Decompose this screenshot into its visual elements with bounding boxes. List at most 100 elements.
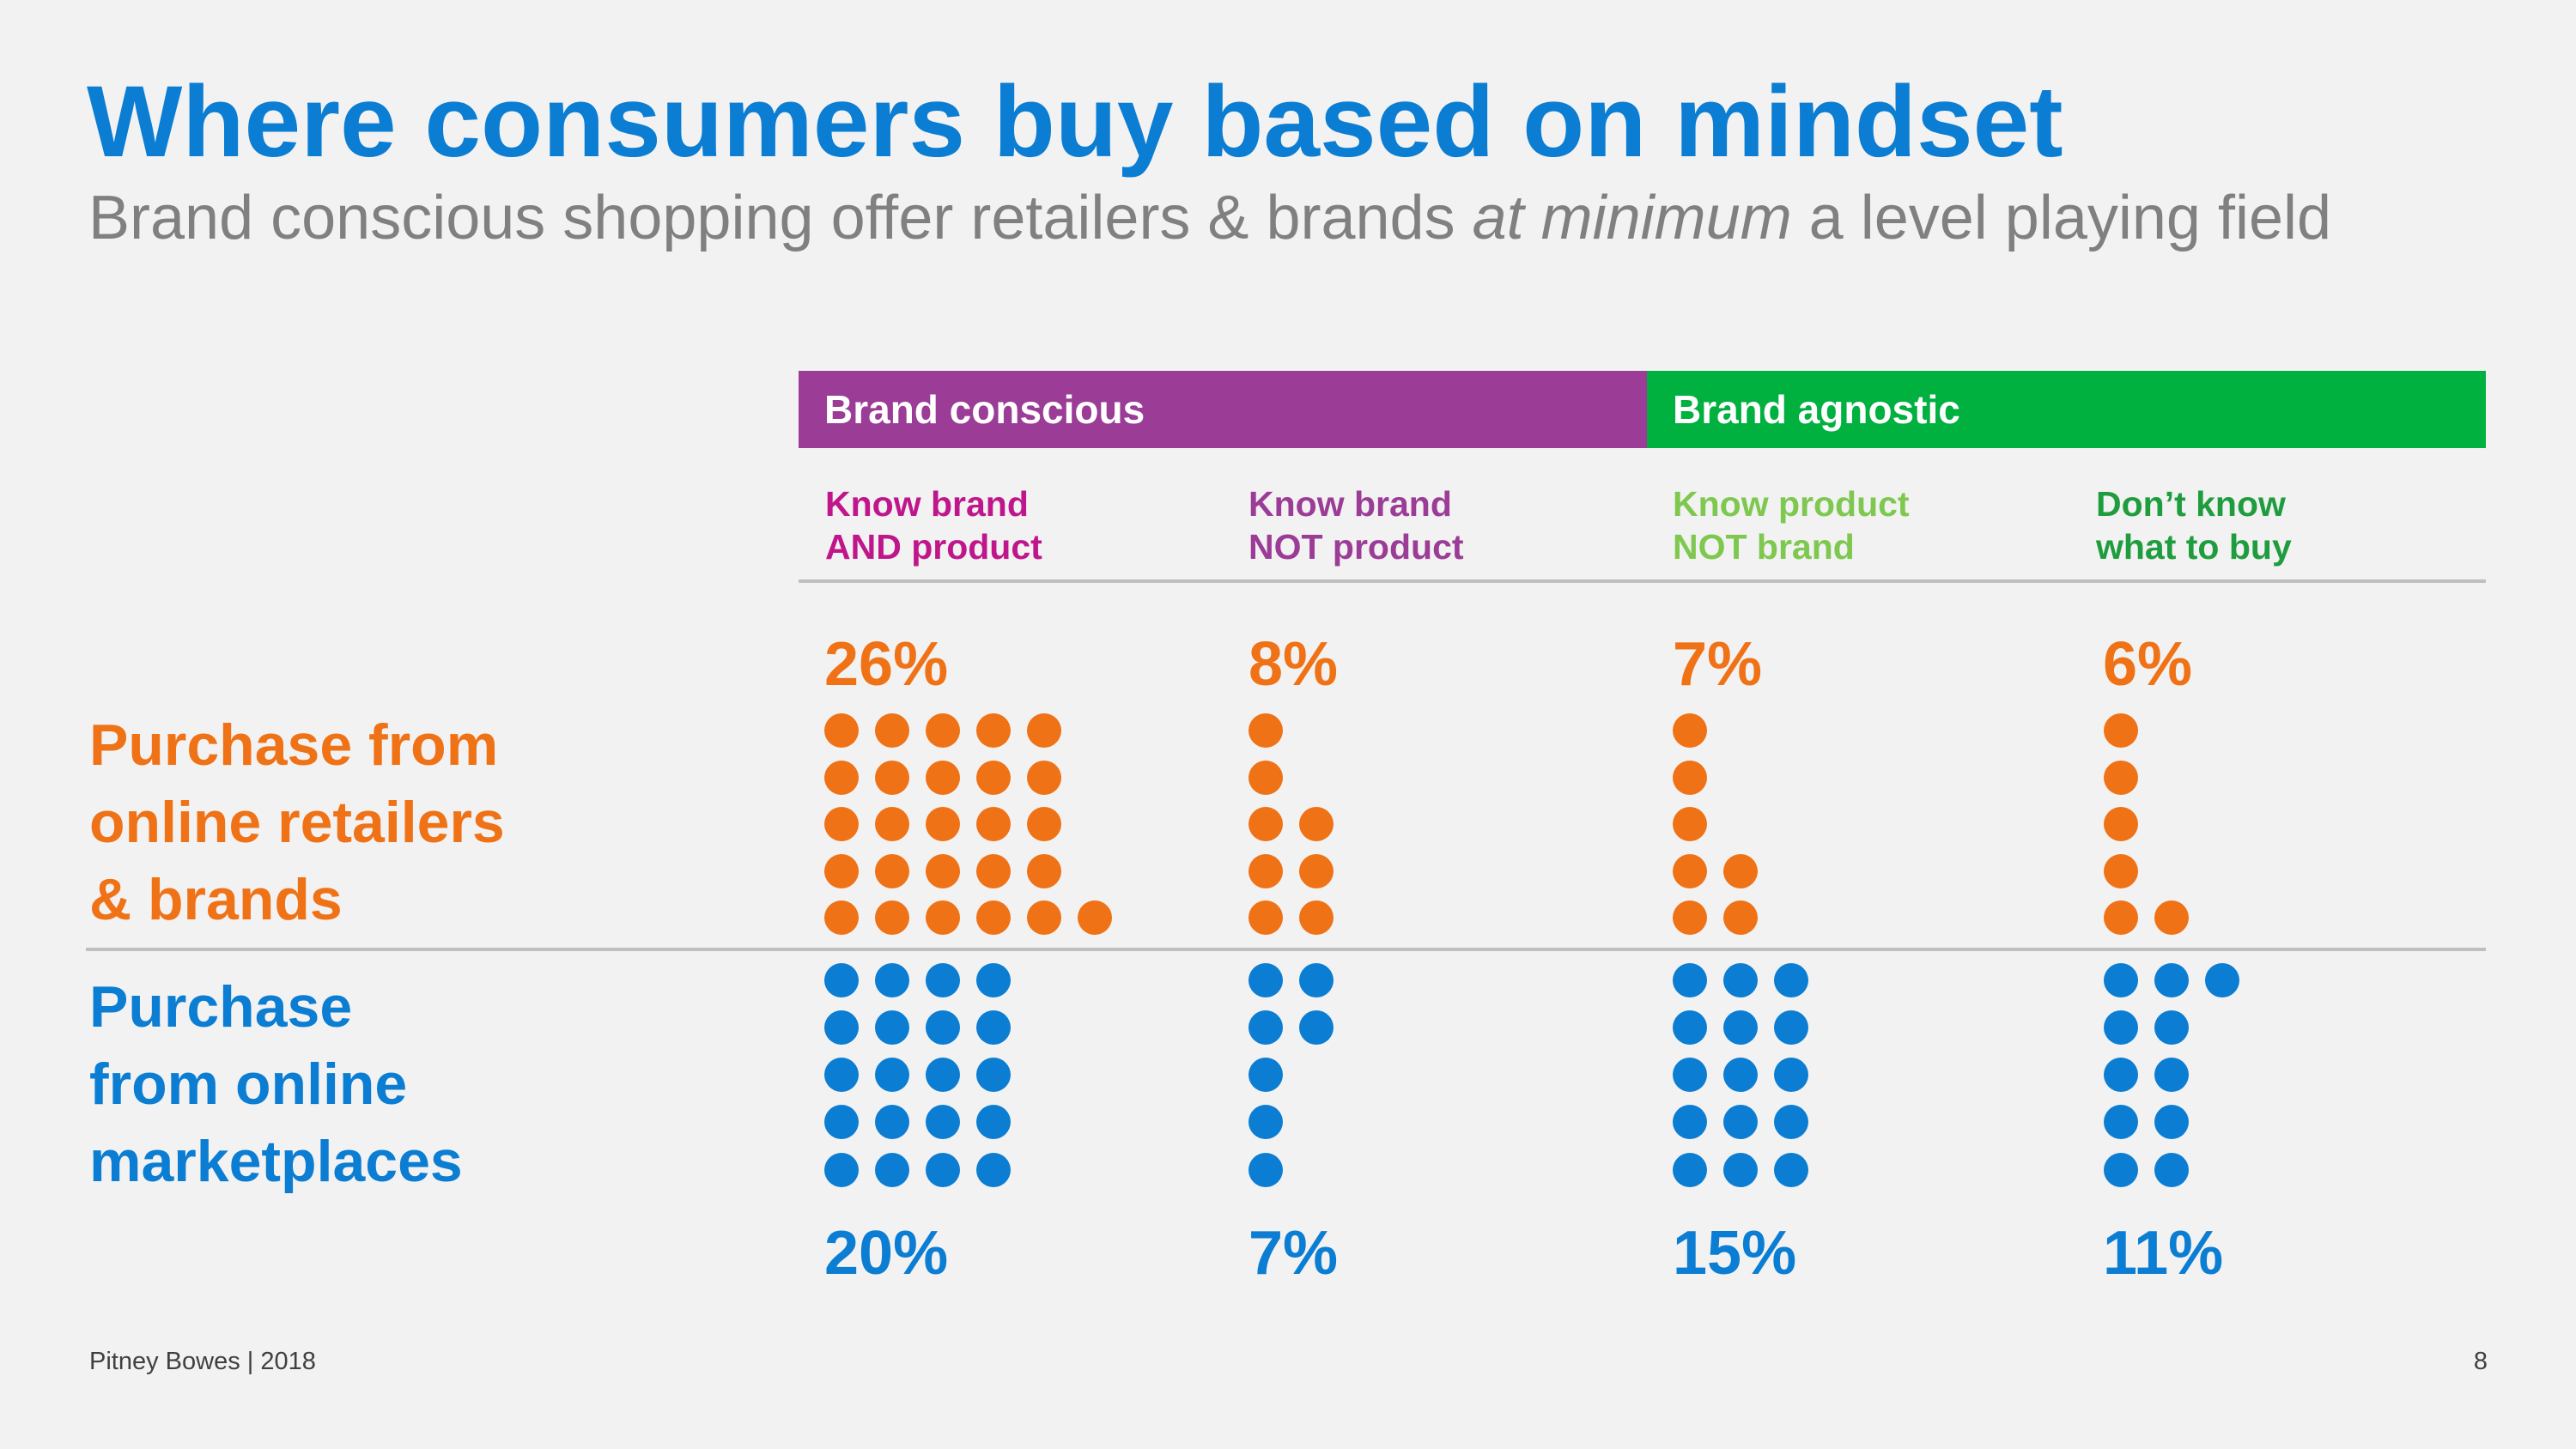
marketplaces-dot xyxy=(1774,1153,1808,1187)
marketplaces-dot xyxy=(926,1153,960,1187)
retailers-dot xyxy=(1299,854,1334,888)
marketplaces-dot xyxy=(2154,1010,2189,1045)
retailers-dot xyxy=(1299,900,1334,935)
retailers-dot xyxy=(875,761,909,795)
retailers-dot xyxy=(2104,900,2138,935)
segment-line: NOT brand xyxy=(1673,527,1855,567)
marketplaces-dot xyxy=(1673,1010,1707,1045)
marketplaces-dot xyxy=(875,1010,909,1045)
marketplaces-dot xyxy=(976,1153,1011,1187)
marketplaces-dot xyxy=(824,963,859,997)
retailers-dot xyxy=(875,713,909,748)
marketplaces-dot xyxy=(1673,1058,1707,1092)
retailers-dot xyxy=(2104,713,2138,748)
retailers-dot xyxy=(875,854,909,888)
retailers-dot xyxy=(1027,713,1061,748)
marketplaces-dot xyxy=(2154,963,2189,997)
row-label-line: Purchase xyxy=(89,974,353,1040)
page-subtitle: Brand conscious shopping offer retailers… xyxy=(88,183,2331,254)
marketplaces-dot xyxy=(1774,1010,1808,1045)
marketplaces-dot xyxy=(926,1105,960,1139)
row-label-line: online retailers xyxy=(89,790,505,855)
retailers-know-product-not-brand-value: 7% xyxy=(1673,630,1763,699)
marketplaces-dot xyxy=(2154,1105,2189,1139)
retailers-dot xyxy=(875,807,909,841)
marketplaces-dot xyxy=(2205,963,2239,997)
marketplaces-dot xyxy=(875,1105,909,1139)
retailers-dot xyxy=(926,900,960,935)
retailers-dot xyxy=(976,807,1011,841)
marketplaces-dot xyxy=(1673,963,1707,997)
marketplaces-dot xyxy=(1249,963,1283,997)
retailers-dot xyxy=(926,854,960,888)
marketplaces-dot xyxy=(1249,1105,1283,1139)
marketplaces-dot xyxy=(875,1058,909,1092)
marketplaces-dot xyxy=(1723,1010,1758,1045)
marketplaces-dot xyxy=(1723,1105,1758,1139)
row-label-line: marketplaces xyxy=(89,1129,463,1194)
marketplaces-know-brand-not-product-value: 7% xyxy=(1249,1219,1339,1288)
retailers-dot xyxy=(824,854,859,888)
segment-line: NOT product xyxy=(1249,527,1464,567)
marketplaces-dot xyxy=(1249,1153,1283,1187)
marketplaces-dot xyxy=(2154,1058,2189,1092)
marketplaces-dot xyxy=(976,1105,1011,1139)
retailers-dot xyxy=(1723,900,1758,935)
retailers-dot xyxy=(2104,807,2138,841)
marketplaces-dont-know-value: 11% xyxy=(2103,1219,2224,1288)
retailers-dot xyxy=(824,761,859,795)
retailers-know-brand-and-product-value: 26% xyxy=(824,630,949,699)
marketplaces-dot xyxy=(1774,1105,1808,1139)
row-label-line: & brands xyxy=(89,867,343,932)
group-brand-agnostic: Brand agnostic xyxy=(1647,371,2486,448)
retailers-dot xyxy=(926,713,960,748)
marketplaces-dot xyxy=(1673,1153,1707,1187)
retailers-dot xyxy=(1673,761,1707,795)
retailers-dot xyxy=(976,854,1011,888)
marketplaces-dot xyxy=(1723,1058,1758,1092)
segment-line: Know brand xyxy=(1249,484,1452,524)
marketplaces-dot xyxy=(2104,1105,2138,1139)
marketplaces-dot xyxy=(1774,963,1808,997)
subtitle-text-end: a level playing field xyxy=(1791,184,2332,252)
row-label-line: Purchase from xyxy=(89,712,499,778)
retailers-dot xyxy=(1249,854,1283,888)
subtitle-text: Brand conscious shopping offer retailers… xyxy=(88,184,1473,252)
retailers-dot xyxy=(824,713,859,748)
marketplaces-dot xyxy=(824,1153,859,1187)
segment-line: AND product xyxy=(825,527,1042,567)
marketplaces-dot xyxy=(2104,963,2138,997)
retailers-dot xyxy=(1249,900,1283,935)
retailers-dot xyxy=(1673,807,1707,841)
marketplaces-dot xyxy=(1774,1058,1808,1092)
marketplaces-dot xyxy=(824,1058,859,1092)
retailers-know-brand-not-product-value: 8% xyxy=(1249,630,1339,699)
marketplaces-dot xyxy=(2154,1153,2189,1187)
retailers-dot xyxy=(1027,807,1061,841)
footer-source: Pitney Bowes | 2018 xyxy=(89,1348,316,1375)
retailers-dot xyxy=(824,807,859,841)
marketplaces-dot xyxy=(2104,1010,2138,1045)
marketplaces-dot xyxy=(976,1010,1011,1045)
retailers-dot xyxy=(1027,854,1061,888)
retailers-dot xyxy=(1027,761,1061,795)
retailers-dot xyxy=(1027,900,1061,935)
header-divider xyxy=(799,579,2486,583)
retailers-dot xyxy=(1673,900,1707,935)
segment-line: Know brand xyxy=(825,484,1029,524)
retailers-dot xyxy=(1249,713,1283,748)
marketplaces-dot xyxy=(1299,963,1334,997)
marketplaces-dot xyxy=(2104,1058,2138,1092)
retailers-dot xyxy=(1249,807,1283,841)
group-brand-conscious: Brand conscious xyxy=(799,371,1647,448)
marketplaces-dot xyxy=(926,963,960,997)
marketplaces-know-brand-and-product-value: 20% xyxy=(824,1219,949,1288)
marketplaces-dot xyxy=(1723,963,1758,997)
marketplaces-dot xyxy=(976,1058,1011,1092)
retailers-dont-know-value: 6% xyxy=(2103,630,2193,699)
segment-line: what to buy xyxy=(2096,527,2292,567)
retailers-dot xyxy=(1723,854,1758,888)
retailers-dot xyxy=(976,713,1011,748)
